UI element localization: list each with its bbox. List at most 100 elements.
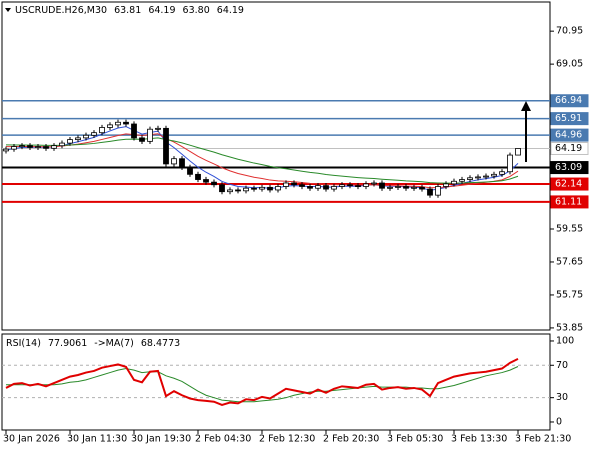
candle-body [83,134,89,139]
candle-body [259,186,265,190]
header-close: 64.19 [217,5,244,16]
level-label: 64.19 [555,143,582,154]
candle-body [67,139,73,144]
candle-body [475,176,481,179]
level-label: 61.11 [555,196,582,207]
candle-body [435,186,441,196]
candle-body [155,127,161,130]
x-tick-label: 2 Feb 04:30 [195,434,251,445]
price-header: USCRUDE.H26,M30 63.81 64.19 63.80 64.19 [5,5,244,16]
candle-body [515,148,521,156]
candle-body [411,186,417,189]
x-tick-label: 30 Jan 11:30 [67,434,127,445]
y-tick-label: 69.05 [556,59,583,70]
rsi-ma-line [6,366,519,403]
candle-body [459,179,465,182]
level-label-box [550,94,589,108]
candle-body [387,186,393,189]
candle-body [131,123,137,139]
y-tick-label: 53.85 [556,322,583,333]
candle-body [203,179,209,183]
candle-body [59,142,65,147]
candle-body [27,145,33,148]
candle-body [243,187,249,192]
candle-body [403,186,409,189]
y-tick-label: 100 [556,335,574,346]
rsi-panel [1,333,551,431]
candle-body [99,127,105,134]
x-tick-label: 30 Jan 19:30 [131,434,191,445]
candle-body [219,184,225,193]
candle-body [43,146,49,149]
rsi-title: RSI(14) [6,338,41,349]
candle-body [379,182,385,189]
level-label: 64.96 [555,130,582,141]
x-tick-label: 30 Jan 2026 [3,434,60,445]
y-tick-label: 0 [556,416,562,427]
moving-average [5,126,519,191]
x-tick-label: 2 Feb 12:30 [259,434,315,445]
level-label-box [550,177,589,191]
candle-body [147,128,153,142]
level-label-box [550,195,589,209]
candle-body [491,173,497,177]
level-label-box [550,161,589,175]
level-label: 62.14 [555,179,582,190]
moving-average [5,137,519,184]
candle-body [35,146,41,148]
candle-body [235,189,241,192]
level-label: 65.91 [555,113,582,124]
candle-body [11,146,17,150]
candle-body [443,183,449,187]
candle-body [467,177,473,180]
header-open: 63.81 [114,5,141,16]
moving-average [6,133,519,189]
y-tick-label: 57.65 [556,256,583,267]
level-label: 66.94 [555,95,582,106]
candle-body [227,189,233,193]
candle-body [19,145,25,148]
level-label: 63.09 [555,162,582,173]
level-label-box [550,128,589,142]
x-tick-label: 3 Feb 21:30 [515,434,571,445]
candle-body [195,173,201,180]
plot-layer: 70.95 69.05 59.55 57.65 55.75 53.85 66.94 65.91… [2,26,589,445]
rsi-line [5,357,519,407]
header-low: 63.80 [183,5,210,16]
candle-body [347,184,353,187]
candle-body [355,185,361,188]
candle-body [427,188,433,196]
candle-body [107,124,113,128]
level-label-box [550,141,589,155]
candle-body [339,184,345,187]
annotation-arrowhead [521,101,531,111]
candle-body [171,158,177,165]
candle-body [363,183,369,187]
candle-body [315,185,321,189]
y-tick-label: 70 [556,360,568,371]
header-high: 64.19 [148,5,175,16]
candle-body [419,186,425,190]
candle-body [163,127,169,165]
level-label-box [550,112,589,126]
candle-body [299,184,305,187]
candle-body [187,166,193,175]
ma-title: ->MA(7) [94,338,134,349]
candle-body [91,132,97,136]
candle-body [483,175,489,178]
candle-body [115,121,121,126]
candle-body [331,186,337,190]
price-panel [1,1,551,331]
candle-body [275,186,281,191]
rsi-value: 77.9061 [48,338,87,349]
candle-body [179,158,185,168]
y-tick-label: 55.75 [556,289,583,300]
candle-body [323,185,329,190]
candle-body [371,182,377,185]
rsi-header: RSI(14) 77.9061 ->MA(7) 68.4773 [6,338,180,349]
candle-body [507,154,513,173]
candle-body [3,148,9,152]
candle-body [291,182,297,186]
candle-body [211,181,217,186]
